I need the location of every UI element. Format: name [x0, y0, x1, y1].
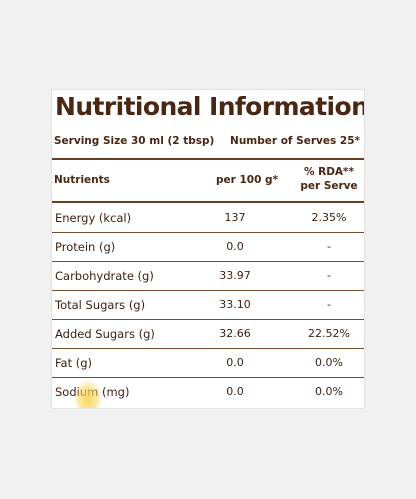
- label-title: Nutritional Information: [55, 92, 364, 121]
- nutrient-per-100g: 0.0: [226, 385, 244, 398]
- nutrient-rda: 2.35%: [311, 211, 347, 224]
- header-rda-line1: % RDA**: [303, 166, 355, 178]
- nutrient-name: Added Sugars (g): [55, 327, 155, 341]
- nutrient-per-100g: 0.0: [226, 240, 244, 253]
- nutrient-name: Protein (g): [55, 240, 116, 254]
- nutrient-rda: 22.52%: [308, 327, 350, 340]
- serving-info: Serving Size 30 ml (2 tbsp) Number of Se…: [52, 135, 364, 155]
- nutrient-per-100g: 32.66: [219, 327, 251, 340]
- nutrient-per-100g: 33.97: [219, 269, 251, 282]
- yellow-stain: [74, 380, 102, 408]
- header-per-100g: per 100 g*: [216, 174, 279, 186]
- nutrient-per-100g: 137: [224, 211, 246, 224]
- table-row: Fat (g) 0.0 0.0%: [52, 349, 364, 378]
- header-rda-line2: per Serve: [300, 180, 358, 192]
- nutrient-rows: Energy (kcal) 137 2.35% Protein (g) 0.0 …: [52, 204, 364, 406]
- table-row: Energy (kcal) 137 2.35%: [52, 204, 364, 233]
- nutrient-rda: 0.0%: [315, 356, 343, 369]
- nutrition-label: Nutritional Information Serving Size 30 …: [52, 90, 364, 408]
- nutrient-per-100g: 0.0: [226, 356, 244, 369]
- header-top-rule: [52, 158, 364, 160]
- table-header: Nutrients per 100 g* % RDA** per Serve: [52, 162, 364, 200]
- number-of-serves: Number of Serves 25*: [230, 135, 360, 147]
- header-bottom-rule: [52, 201, 364, 203]
- nutrient-rda: 0.0%: [315, 385, 343, 398]
- nutrient-name: Total Sugars (g): [55, 298, 146, 312]
- table-row: Added Sugars (g) 32.66 22.52%: [52, 320, 364, 349]
- nutrient-name: Energy (kcal): [55, 211, 132, 225]
- table-row: Total Sugars (g) 33.10 -: [52, 291, 364, 320]
- table-row: Protein (g) 0.0 -: [52, 233, 364, 262]
- nutrient-per-100g: 33.10: [219, 298, 251, 311]
- header-nutrients: Nutrients: [54, 174, 110, 186]
- header-rda: % RDA** per Serve: [294, 165, 364, 193]
- nutrient-name: Fat (g): [55, 356, 93, 370]
- nutrient-rda: -: [327, 240, 331, 253]
- nutrient-name: Carbohydrate (g): [55, 269, 154, 283]
- serving-size: Serving Size 30 ml (2 tbsp): [54, 135, 215, 147]
- table-row: Carbohydrate (g) 33.97 -: [52, 262, 364, 291]
- nutrient-rda: -: [327, 269, 331, 282]
- nutrient-rda: -: [327, 298, 331, 311]
